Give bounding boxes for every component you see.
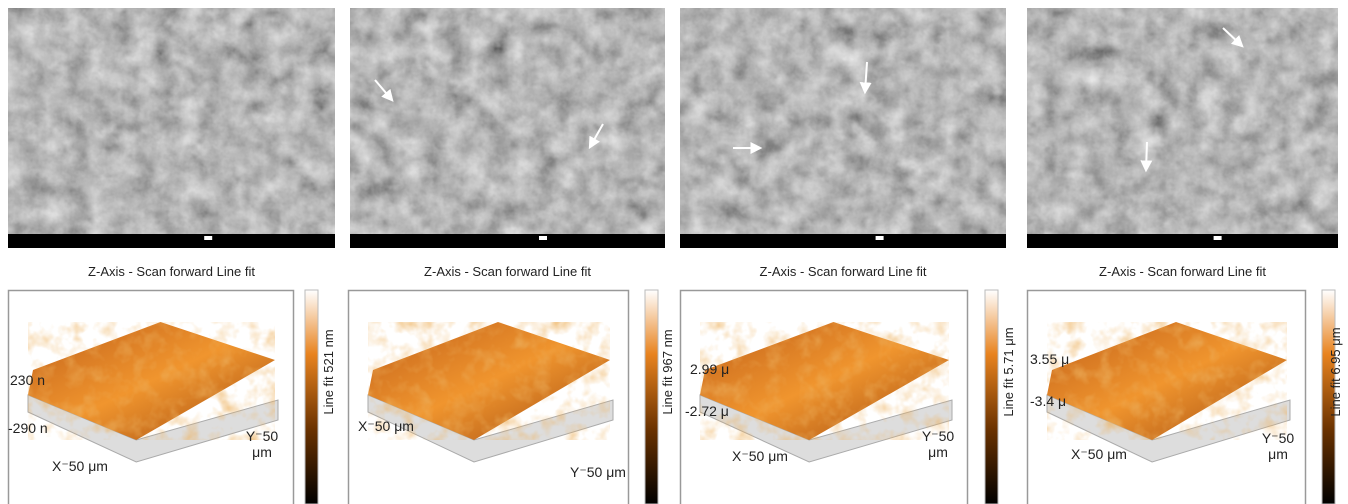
plot-title: Z-Axis - Scan forward Line fit	[760, 264, 927, 279]
colorbar-label: Line fit 967 nm	[660, 329, 675, 414]
colorbar	[305, 290, 318, 504]
sem-info-bar	[8, 234, 335, 248]
sem-image	[350, 8, 665, 240]
plot-title: Z-Axis - Scan forward Line fit	[424, 264, 591, 279]
scale-bar	[1214, 236, 1222, 240]
page: {"panels": [ {"title": "Z-Axis - Scan fo…	[0, 0, 1348, 504]
z-top-label: 2.99 μ	[690, 361, 729, 377]
y-axis-label: Y⁻50 μm	[1256, 430, 1300, 462]
plot-title: Z-Axis - Scan forward Line fit	[1099, 264, 1266, 279]
colorbar-label: Line fit 6.95 μm	[1328, 327, 1343, 416]
z-top-label: 3.55 μ	[1030, 351, 1069, 367]
sem-image	[680, 8, 1006, 240]
sem-info-bar	[680, 234, 1006, 248]
x-axis-label: X⁻50 μm	[52, 458, 108, 474]
sem-image	[1027, 8, 1338, 240]
z-bottom-label: -290 n	[8, 420, 48, 436]
y-axis-label: Y⁻50 μm	[538, 464, 658, 480]
scale-bar	[539, 236, 547, 240]
scale-bar	[876, 236, 884, 240]
z-bottom-label: -2.72 μ	[685, 403, 729, 419]
x-axis-label: X⁻50 μm	[732, 448, 788, 464]
z-top-label: 230 n	[10, 372, 45, 388]
colorbar	[985, 290, 998, 504]
colorbar-label: Line fit 521 nm	[321, 329, 336, 414]
scale-bar	[204, 236, 212, 240]
colorbar-label: Line fit 5.71 μm	[1001, 327, 1016, 416]
figure	[0, 0, 1348, 504]
plot-title: Z-Axis - Scan forward Line fit	[88, 264, 255, 279]
arrow	[1146, 142, 1147, 170]
sem-image	[8, 8, 335, 240]
x-axis-label: X⁻50 μm	[1071, 446, 1127, 462]
sem-info-bar	[350, 234, 665, 248]
y-axis-label: Y⁻50 μm	[916, 428, 960, 460]
sem-info-bar	[1027, 234, 1338, 248]
y-axis-label: Y⁻50 μm	[240, 428, 284, 460]
x-axis-label: X⁻50 μm	[358, 418, 414, 434]
z-bottom-label: -3.4 μ	[1030, 393, 1066, 409]
